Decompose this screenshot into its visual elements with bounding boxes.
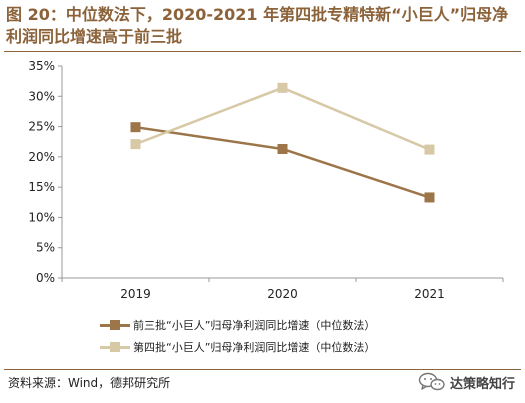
x-tick-label: 2019: [120, 287, 151, 301]
chart-legend: 前三批“小巨人”归母净利润同比增速（中位数法） 第四批“小巨人”归母净利润同比增…: [100, 314, 375, 358]
legend-swatch-series-2: [100, 341, 130, 353]
source-divider: [4, 369, 521, 370]
series-1-marker: [277, 143, 288, 154]
legend-swatch-series-1: [100, 319, 130, 331]
series-line-1: [135, 125, 430, 199]
y-tick-label: 25%: [28, 120, 55, 134]
legend-marker-series-1: [110, 320, 120, 330]
y-tick-label: 0%: [36, 271, 55, 285]
watermark-label: 达策略知行: [449, 376, 515, 392]
wechat-icon: [418, 372, 445, 391]
line-chart: 0% 5% 10% 15% 20% 25% 30% 35% 2019 2020 2021: [28, 59, 504, 301]
series-2-marker: [130, 139, 141, 150]
y-tick-label: 20%: [28, 150, 55, 164]
legend-marker-series-2: [110, 342, 120, 352]
series-line-2: [135, 86, 430, 151]
legend-label-series-1: 前三批“小巨人”归母净利润同比增速（中位数法）: [133, 319, 376, 332]
series-2-marker: [277, 82, 288, 93]
source-note: 资料来源：Wind，德邦研究所: [8, 376, 171, 390]
series-1-marker: [130, 122, 141, 133]
watermark: 达策略知行: [418, 372, 515, 392]
title-divider: [4, 51, 521, 52]
x-tick-label: 2020: [267, 287, 298, 301]
y-tick-label: 30%: [28, 89, 55, 103]
series-1-marker: [424, 192, 435, 203]
y-tick-label: 5%: [36, 241, 55, 255]
legend-item-series-2: 第四批“小巨人”归母净利润同比增速（中位数法）: [100, 336, 375, 358]
chart-title: 图 20：中位数法下，2020-2021 年第四批专精特新“小巨人”归母净利润同…: [6, 5, 509, 46]
y-tick-label: 10%: [28, 210, 55, 224]
legend-label-series-2: 第四批“小巨人”归母净利润同比增速（中位数法）: [133, 341, 376, 354]
series-2-marker: [424, 144, 435, 155]
x-tick-label: 2021: [414, 287, 445, 301]
y-tick-label: 35%: [28, 59, 55, 73]
legend-item-series-1: 前三批“小巨人”归母净利润同比增速（中位数法）: [100, 314, 375, 336]
y-tick-label: 15%: [28, 180, 55, 194]
